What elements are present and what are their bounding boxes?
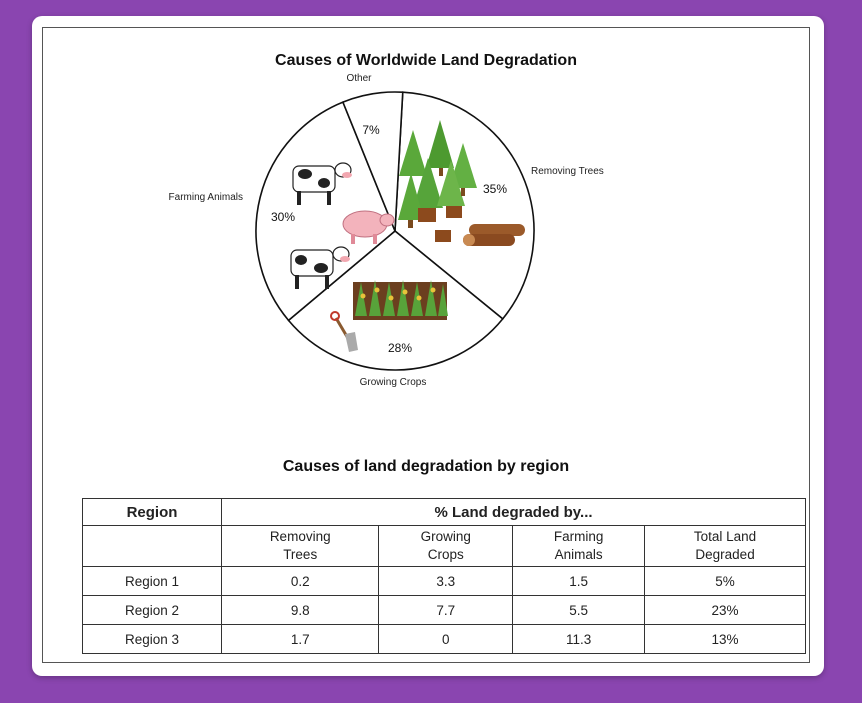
value-cell: 7.7 <box>378 595 514 625</box>
slice-value-label: 28% <box>388 341 412 355</box>
value-cell: 9.8 <box>220 595 380 625</box>
value-cell: 0 <box>378 624 514 654</box>
region-header: Region <box>82 498 222 526</box>
table-row: Region 3 1.7 0 11.3 13% <box>82 624 806 654</box>
value-cell: 5% <box>644 566 806 596</box>
slice-category-label: Growing Crops <box>360 377 427 388</box>
column-header: Total Land Degraded <box>644 525 806 567</box>
value-cell: 5.5 <box>512 595 646 625</box>
column-header: Farming Animals <box>512 525 646 567</box>
pie-labels: 35% Removing Trees 28% Growing Crops 30% Farm… <box>169 73 604 388</box>
document-card: Causes of Worldwide Land Degradation <box>32 16 824 676</box>
table-title: Causes of land degradation by region <box>282 458 570 475</box>
value-cell: 23% <box>644 595 806 625</box>
table-header-row: Region % Land degraded by... <box>82 498 806 526</box>
slice-value-label: 35% <box>483 182 507 196</box>
pie-slice-other <box>341 91 404 232</box>
pie-illustrations <box>290 120 525 352</box>
value-cell: 13% <box>644 624 806 654</box>
slice-category-label: Farming Animals <box>169 192 243 203</box>
group-header: % Land degraded by... <box>221 498 806 526</box>
slice-category-label: Other <box>346 73 372 84</box>
empty-subheader-cell <box>82 525 222 567</box>
trees-and-logs-icon <box>398 120 525 246</box>
value-cell: 0.2 <box>220 566 380 596</box>
slice-category-label: Removing Trees <box>531 166 604 177</box>
slice-value-label: 7% <box>362 123 380 137</box>
column-header: Growing Crops <box>378 525 514 567</box>
cows-and-pig-icon <box>290 162 395 289</box>
slice-value-label: 30% <box>271 210 295 224</box>
value-cell: 1.5 <box>512 566 646 596</box>
table-row: Region 1 0.2 3.3 1.5 5% <box>82 566 806 596</box>
value-cell: 3.3 <box>378 566 514 596</box>
pie-chart-title: Causes of Worldwide Land Degradation <box>275 52 577 69</box>
region-cell: Region 2 <box>82 595 222 625</box>
region-cell: Region 3 <box>82 624 222 654</box>
value-cell: 1.7 <box>220 624 380 654</box>
table-row: Region 2 9.8 7.7 5.5 23% <box>82 595 806 625</box>
crops-and-shovel-icon <box>330 280 448 352</box>
table-subheader-row: Removing Trees Growing Crops Farming Ani… <box>82 525 806 567</box>
value-cell: 11.3 <box>512 624 646 654</box>
region-table: Region % Land degraded by... Removing Tr… <box>82 498 806 654</box>
document-frame: Causes of Worldwide Land Degradation <box>42 27 810 663</box>
pie-chart: 35% Removing Trees 28% Growing Crops 30% Farm… <box>169 73 604 388</box>
column-header: Removing Trees <box>220 525 380 567</box>
region-cell: Region 1 <box>82 566 222 596</box>
